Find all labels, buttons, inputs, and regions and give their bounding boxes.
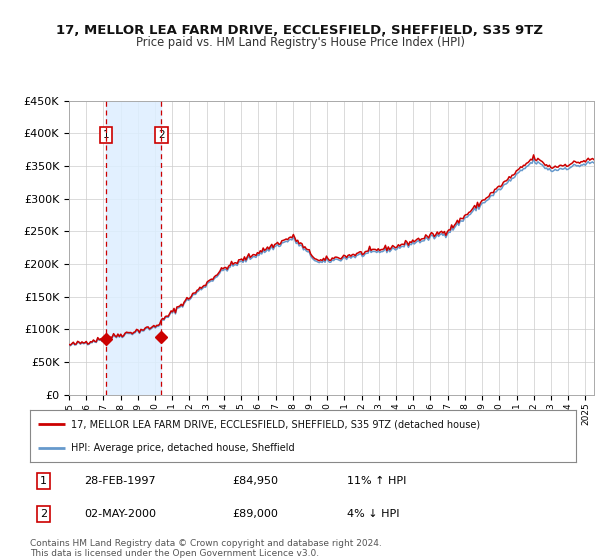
Text: 1: 1 [40, 475, 47, 486]
Text: 4% ↓ HPI: 4% ↓ HPI [347, 508, 399, 519]
Text: 2: 2 [158, 129, 165, 139]
Text: £84,950: £84,950 [232, 475, 278, 486]
Text: 2: 2 [40, 508, 47, 519]
Bar [106, 101, 161, 395]
Text: £89,000: £89,000 [232, 508, 278, 519]
Text: 17, MELLOR LEA FARM DRIVE, ECCLESFIELD, SHEFFIELD, S35 9TZ (detached house): 17, MELLOR LEA FARM DRIVE, ECCLESFIELD, … [71, 419, 480, 430]
Text: 17, MELLOR LEA FARM DRIVE, ECCLESFIELD, SHEFFIELD, S35 9TZ: 17, MELLOR LEA FARM DRIVE, ECCLESFIELD, … [56, 24, 544, 36]
Text: 28-FEB-1997: 28-FEB-1997 [85, 475, 156, 486]
Text: 02-MAY-2000: 02-MAY-2000 [85, 508, 157, 519]
Text: Price paid vs. HM Land Registry's House Price Index (HPI): Price paid vs. HM Land Registry's House … [136, 36, 464, 49]
Text: HPI: Average price, detached house, Sheffield: HPI: Average price, detached house, Shef… [71, 443, 295, 453]
Text: Contains HM Land Registry data © Crown copyright and database right 2024.
This d: Contains HM Land Registry data © Crown c… [30, 539, 382, 558]
Text: 11% ↑ HPI: 11% ↑ HPI [347, 475, 406, 486]
Text: 1: 1 [103, 129, 109, 139]
